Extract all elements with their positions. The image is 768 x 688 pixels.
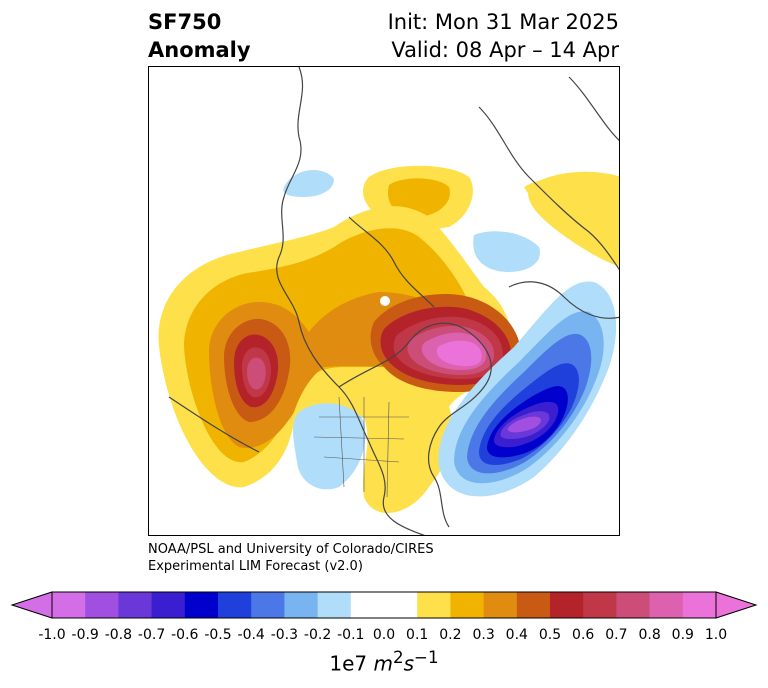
colorbar-swatch — [450, 592, 485, 618]
colorbar-tick-label: 0.9 — [671, 627, 694, 643]
colorbar-swatch — [483, 592, 518, 618]
units-scale: 1e7 — [329, 651, 374, 676]
colorbar-outline — [51, 591, 717, 619]
colorbar-swatch — [682, 592, 717, 618]
colorbar-tick-label: 0.1 — [406, 627, 429, 643]
polar-map — [158, 67, 619, 535]
colorbar-swatch — [616, 592, 651, 618]
title-type: Anomaly — [148, 38, 251, 62]
colorbar-swatch — [118, 592, 153, 618]
units-exp-2: −1 — [414, 648, 439, 667]
colorbar-tick-label: 0.7 — [605, 627, 628, 643]
colorbar-tick-label: -0.8 — [104, 627, 133, 643]
colorbar-swatch — [649, 592, 684, 618]
credit-text: NOAA/PSL and University of Colorado/CIRE… — [148, 541, 434, 575]
colorbar-swatch — [284, 592, 319, 618]
colorbar-tick-label: -0.4 — [237, 627, 265, 643]
colorbar-swatch — [151, 592, 186, 618]
colorbar-swatch — [583, 592, 617, 618]
colorbar-swatch — [85, 592, 119, 618]
state-borders — [313, 396, 409, 498]
colorbar-tick-label: 0.2 — [439, 627, 462, 643]
colorbar-tick-label: -0.5 — [204, 627, 232, 643]
map-panel — [148, 66, 620, 536]
units-s: s — [403, 651, 415, 676]
colorbar-tick-label: -0.3 — [270, 627, 299, 643]
colorbar-tick-label: -1.0 — [38, 627, 66, 643]
colorbar-swatch — [251, 592, 285, 618]
colorbar-tick-label: 0.6 — [572, 627, 595, 643]
units-exp-1: 2 — [393, 648, 404, 667]
colorbar-swatch — [350, 592, 385, 618]
colorbar-tick-label: -0.6 — [171, 627, 199, 643]
colorbar-tick-label: -0.2 — [303, 627, 332, 643]
canada-positive-anomaly-center — [370, 294, 521, 392]
colorbar-tick-label: 0.8 — [638, 627, 661, 643]
colorbar-units: 1e7 m2s−1 — [0, 648, 768, 676]
colorbar-arrow-left — [10, 591, 53, 619]
colorbar-swatch — [317, 592, 352, 618]
colorbar-svg — [10, 591, 758, 619]
colorbar-tick-label: 0.5 — [538, 627, 562, 643]
colorbar — [0, 588, 768, 624]
plot-dates: Init: Mon 31 Mar 2025 Valid: 08 Apr – 14… — [388, 8, 619, 64]
credit-line-2: Experimental LIM Forecast (v2.0) — [148, 559, 363, 574]
colorbar-swatch — [218, 592, 252, 618]
colorbar-swatch — [550, 592, 584, 618]
colorbar-swatch — [516, 592, 551, 618]
colorbar-tick-label: 0.3 — [472, 627, 495, 643]
colorbar-arrow-right — [715, 591, 758, 619]
colorbar-tick-label: 1.0 — [704, 627, 728, 643]
plot-title: SF750 Anomaly — [148, 8, 251, 64]
units-m: m — [373, 651, 393, 676]
colorbar-tick-label: 0.4 — [505, 627, 528, 643]
colorbar-tick-label: 0.0 — [372, 627, 396, 643]
title-variable: SF750 — [148, 10, 222, 34]
colorbar-swatch — [384, 592, 418, 618]
colorbar-tick-label: -0.7 — [137, 627, 166, 643]
credit-line-1: NOAA/PSL and University of Colorado/CIRE… — [148, 542, 434, 557]
colorbar-tick-label: -0.1 — [337, 627, 365, 643]
colorbar-swatch — [184, 592, 219, 618]
init-date: Init: Mon 31 Mar 2025 — [387, 10, 619, 34]
colorbar-swatch — [417, 592, 451, 618]
valid-date: Valid: 08 Apr – 14 Apr — [391, 38, 619, 62]
colorbar-swatch — [52, 592, 86, 618]
atlantic-negative-anomaly — [438, 281, 617, 497]
coastlines — [168, 67, 619, 535]
north-pole-marker — [380, 296, 390, 306]
minor-negative-anomalies — [283, 169, 540, 490]
colorbar-tick-label: -0.9 — [71, 627, 99, 643]
